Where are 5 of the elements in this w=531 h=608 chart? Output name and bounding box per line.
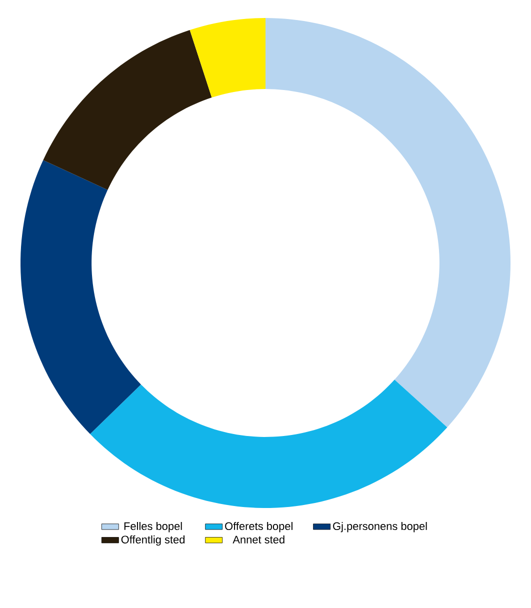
legend-label: Offerets bopel	[225, 522, 292, 532]
legend-label: Felles bopel	[124, 522, 182, 532]
legend-label: Offentlig sted	[121, 535, 185, 546]
legend-label: Gj.personens bopel	[333, 522, 427, 532]
legend-label: Annet sted	[232, 535, 284, 544]
